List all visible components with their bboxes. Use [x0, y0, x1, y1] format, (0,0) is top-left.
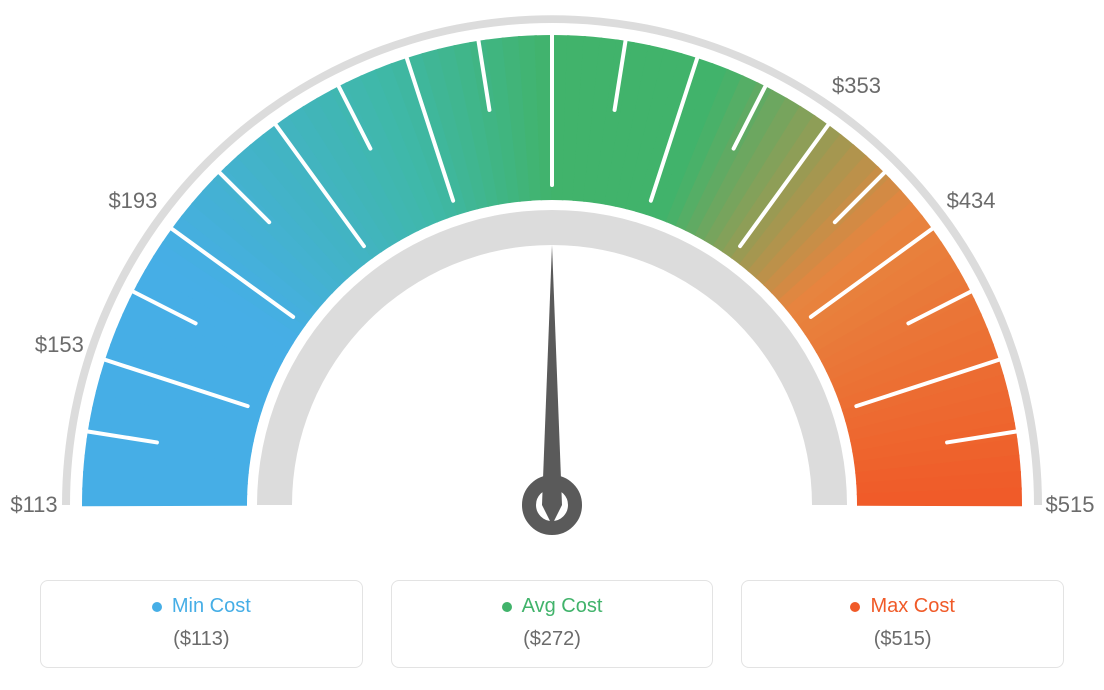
gauge-tick-label: $153: [35, 332, 84, 358]
dot-avg: [502, 602, 512, 612]
legend-card-avg: Avg Cost ($272): [391, 580, 714, 668]
legend-label-max: Max Cost: [870, 595, 954, 618]
legend-row: Min Cost ($113) Avg Cost ($272) Max Cost…: [0, 580, 1104, 668]
cost-gauge-widget: $113$153$193$272$353$434$515 Min Cost ($…: [0, 0, 1104, 690]
legend-title-max: Max Cost: [850, 595, 954, 618]
gauge-tick-label: $113: [10, 492, 57, 518]
legend-card-min: Min Cost ($113): [40, 580, 363, 668]
legend-label-avg: Avg Cost: [522, 595, 603, 618]
dot-max: [850, 602, 860, 612]
legend-label-min: Min Cost: [172, 595, 251, 618]
gauge-tick-label: $353: [832, 73, 881, 99]
dot-min: [152, 602, 162, 612]
legend-value-max: ($515): [752, 628, 1053, 651]
legend-title-avg: Avg Cost: [502, 595, 603, 618]
gauge-tick-label: $434: [947, 188, 996, 214]
legend-card-max: Max Cost ($515): [741, 580, 1064, 668]
legend-title-min: Min Cost: [152, 595, 251, 618]
legend-value-min: ($113): [51, 628, 352, 651]
gauge-svg: [0, 0, 1104, 560]
legend-value-avg: ($272): [402, 628, 703, 651]
gauge-tick-label: $515: [1046, 492, 1095, 518]
gauge-tick-label: $193: [108, 188, 157, 214]
gauge-chart: $113$153$193$272$353$434$515: [0, 0, 1104, 560]
